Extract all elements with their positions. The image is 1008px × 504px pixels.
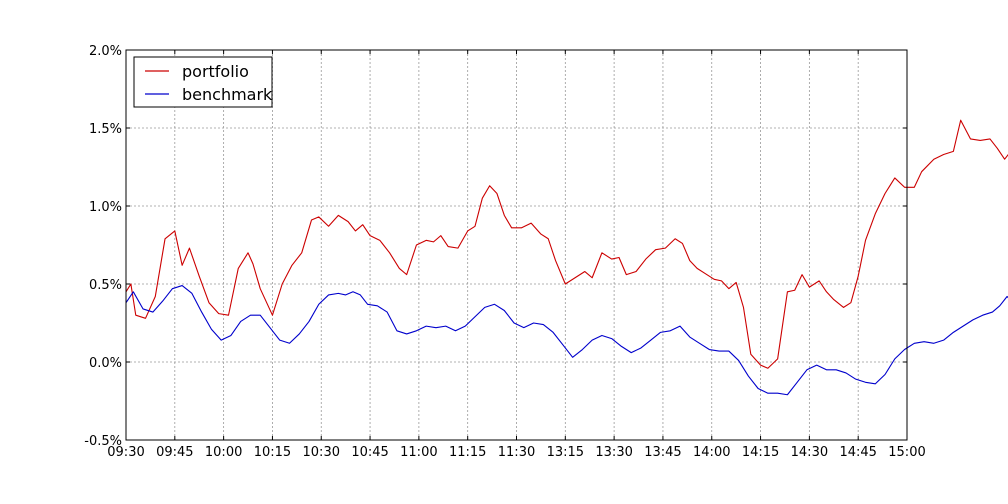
legend-box xyxy=(133,56,273,108)
x-tick-label: 11:30 xyxy=(498,445,535,460)
series-line-benchmark xyxy=(125,285,1008,396)
legend-label-portfolio: portfolio xyxy=(182,62,249,81)
x-tick-label: 11:00 xyxy=(400,445,437,460)
x-tick-label: 11:15 xyxy=(449,445,486,460)
y-tick-label: 0.0% xyxy=(89,356,122,371)
x-tick-label: 10:30 xyxy=(303,445,340,460)
x-tick-label: 10:45 xyxy=(351,445,388,460)
x-tick-label: 10:00 xyxy=(205,445,242,460)
grid xyxy=(126,50,907,440)
x-tick-label: 13:45 xyxy=(644,445,681,460)
legend-label-benchmark: benchmark xyxy=(182,85,273,104)
x-tick-label: 09:30 xyxy=(107,445,144,460)
y-tick-label: 1.5% xyxy=(89,122,122,137)
x-tick-label: 10:15 xyxy=(254,445,291,460)
x-tick-label: 15:00 xyxy=(888,445,925,460)
y-tick-label: 1.0% xyxy=(89,200,122,215)
x-tick-label: 14:00 xyxy=(693,445,730,460)
legend: portfolio benchmark xyxy=(133,56,273,108)
y-tick-label: 2.0% xyxy=(89,44,122,59)
series-line-portfolio xyxy=(125,119,1008,369)
x-tick-label: 14:45 xyxy=(839,445,876,460)
y-tick-label: 0.5% xyxy=(89,278,122,293)
series-lines xyxy=(125,119,1008,396)
x-tick-label: 14:30 xyxy=(791,445,828,460)
x-tick-label: 14:15 xyxy=(742,445,779,460)
x-tick-label: 13:15 xyxy=(547,445,584,460)
axis-ticks: 09:30 09:45 10:00 10:15 10:30 10:45 11:00 11:15… xyxy=(84,44,925,460)
x-tick-label: 09:45 xyxy=(156,445,193,460)
y-tick-label: -0.5% xyxy=(84,434,122,449)
x-tick-label: 13:30 xyxy=(595,445,632,460)
